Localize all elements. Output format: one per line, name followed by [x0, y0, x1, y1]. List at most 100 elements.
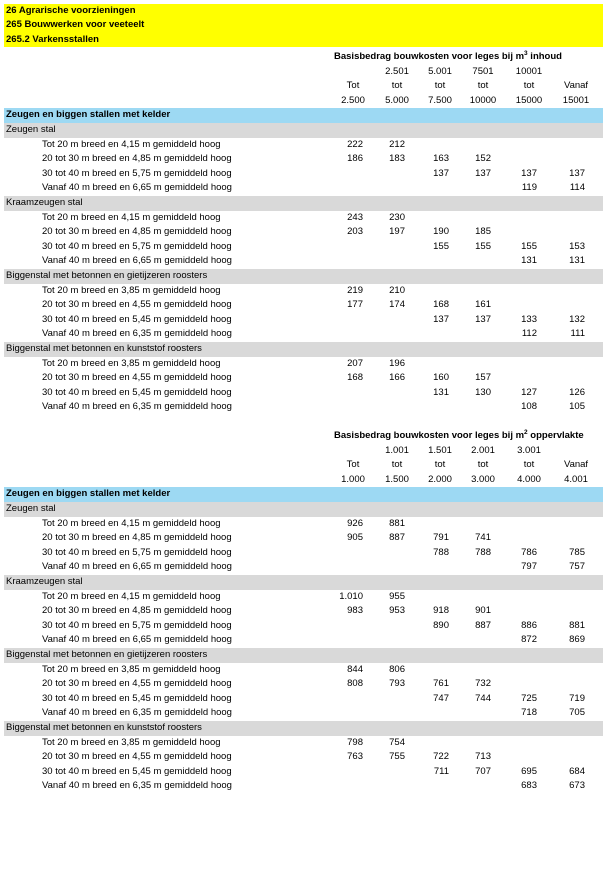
- column-header: Tot: [346, 80, 360, 92]
- row-label: 20 tot 30 m breed en 4,85 m gemiddeld ho…: [42, 153, 232, 165]
- row-label: Tot 20 m breed en 3,85 m gemiddeld hoog: [42, 284, 221, 296]
- column-header: 4.000: [517, 473, 541, 485]
- cell-value: 137: [475, 167, 491, 179]
- cell-value: 713: [475, 751, 491, 763]
- cell-value: 243: [347, 211, 363, 223]
- cell-value: 754: [389, 736, 405, 748]
- row-label: 30 tot 40 m breed en 5,45 m gemiddeld ho…: [42, 386, 232, 398]
- cell-value: 155: [521, 240, 537, 252]
- row-label: Vanaf 40 m breed en 6,65 m gemiddeld hoo…: [42, 634, 232, 646]
- cell-value: 131: [521, 255, 537, 267]
- cell-value: 108: [521, 401, 537, 413]
- cell-value: 806: [389, 663, 405, 675]
- cell-value: 177: [347, 299, 363, 311]
- row-label: 20 tot 30 m breed en 4,85 m gemiddeld ho…: [42, 532, 232, 544]
- group-band: [4, 648, 603, 663]
- cell-value: 126: [569, 386, 585, 398]
- column-header: 4.001: [564, 473, 588, 485]
- cell-value: 673: [569, 780, 585, 792]
- cell-value: 174: [389, 299, 405, 311]
- cell-value: 890: [433, 619, 449, 631]
- cell-value: 212: [389, 138, 405, 150]
- column-header: tot: [391, 459, 403, 471]
- section-title: Zeugen en biggen stallen met kelder: [6, 488, 171, 500]
- cell-value: 183: [389, 153, 405, 165]
- cell-value: 793: [389, 678, 405, 690]
- row-label: 20 tot 30 m breed en 4,55 m gemiddeld ho…: [42, 751, 232, 763]
- header-line: 265 Bouwwerken voor veeteelt: [6, 19, 145, 31]
- cell-value: 791: [433, 532, 449, 544]
- row-label: 30 tot 40 m breed en 5,45 m gemiddeld ho…: [42, 313, 232, 325]
- cell-value: 732: [475, 678, 491, 690]
- cell-value: 127: [521, 386, 537, 398]
- column-header: tot: [523, 459, 535, 471]
- cell-value: 168: [433, 299, 449, 311]
- cell-value: 222: [347, 138, 363, 150]
- column-header: tot: [434, 80, 446, 92]
- cell-value: 901: [475, 605, 491, 617]
- group-title: Kraamzeugen stal: [6, 576, 83, 587]
- row-label: 30 tot 40 m breed en 5,45 m gemiddeld ho…: [42, 692, 232, 704]
- cell-value: 137: [569, 167, 585, 179]
- column-header: 2.500: [341, 94, 365, 106]
- row-label: 20 tot 30 m breed en 4,55 m gemiddeld ho…: [42, 678, 232, 690]
- cell-value: 757: [569, 561, 585, 573]
- cell-value: 196: [389, 357, 405, 369]
- cell-value: 137: [433, 167, 449, 179]
- cell-value: 705: [569, 707, 585, 719]
- column-header: tot: [523, 80, 535, 92]
- group-title: Zeugen stal: [6, 124, 56, 135]
- cell-value: 203: [347, 226, 363, 238]
- title-text: Basisbedrag bouwkosten voor leges bij m: [334, 51, 525, 62]
- cell-value: 153: [569, 240, 585, 252]
- cell-value: 725: [521, 692, 537, 704]
- title-text: oppervlakte: [527, 430, 584, 441]
- cell-value: 131: [433, 386, 449, 398]
- column-header: tot: [477, 80, 489, 92]
- cell-value: 186: [347, 153, 363, 165]
- cell-value: 207: [347, 357, 363, 369]
- group-band: [4, 721, 603, 736]
- row-label: Tot 20 m breed en 4,15 m gemiddeld hoog: [42, 517, 221, 529]
- cell-value: 155: [433, 240, 449, 252]
- column-header: 2.000: [428, 473, 452, 485]
- cell-value: 718: [521, 707, 537, 719]
- cell-value: 763: [347, 751, 363, 763]
- cell-value: 905: [347, 532, 363, 544]
- cell-value: 881: [389, 517, 405, 529]
- cell-value: 695: [521, 765, 537, 777]
- cell-value: 166: [389, 372, 405, 384]
- group-title: Biggenstal met betonnen en kunststof roo…: [6, 722, 202, 733]
- table-title: Basisbedrag bouwkosten voor leges bij m3…: [334, 50, 562, 64]
- cell-value: 230: [389, 211, 405, 223]
- row-label: Tot 20 m breed en 3,85 m gemiddeld hoog: [42, 663, 221, 675]
- cell-value: 953: [389, 605, 405, 617]
- column-header: 5.001: [428, 65, 452, 77]
- cell-value: 131: [569, 255, 585, 267]
- row-label: 20 tot 30 m breed en 4,85 m gemiddeld ho…: [42, 605, 232, 617]
- cell-value: 918: [433, 605, 449, 617]
- cell-value: 210: [389, 284, 405, 296]
- group-title: Biggenstal met betonnen en gietijzeren r…: [6, 649, 208, 660]
- cell-value: 683: [521, 780, 537, 792]
- row-label: Vanaf 40 m breed en 6,35 m gemiddeld hoo…: [42, 707, 232, 719]
- cell-value: 190: [433, 226, 449, 238]
- column-header: 5.000: [385, 94, 409, 106]
- row-label: Tot 20 m breed en 3,85 m gemiddeld hoog: [42, 357, 221, 369]
- cell-value: 798: [347, 736, 363, 748]
- group-title: Zeugen stal: [6, 503, 56, 514]
- column-header: 10001: [515, 65, 543, 77]
- cell-value: 112: [521, 328, 537, 340]
- column-header: 7.500: [428, 94, 452, 106]
- cell-value: 844: [347, 663, 363, 675]
- cell-value: 707: [475, 765, 491, 777]
- row-label: 20 tot 30 m breed en 4,55 m gemiddeld ho…: [42, 299, 232, 311]
- column-header: 1.001: [385, 444, 409, 456]
- row-label: Vanaf 40 m breed en 6,65 m gemiddeld hoo…: [42, 255, 232, 267]
- row-label: Vanaf 40 m breed en 6,35 m gemiddeld hoo…: [42, 780, 232, 792]
- cell-value: 114: [569, 182, 585, 194]
- cell-value: 788: [475, 546, 491, 558]
- group-band: [4, 502, 603, 517]
- title-text: Basisbedrag bouwkosten voor leges bij m: [334, 430, 525, 441]
